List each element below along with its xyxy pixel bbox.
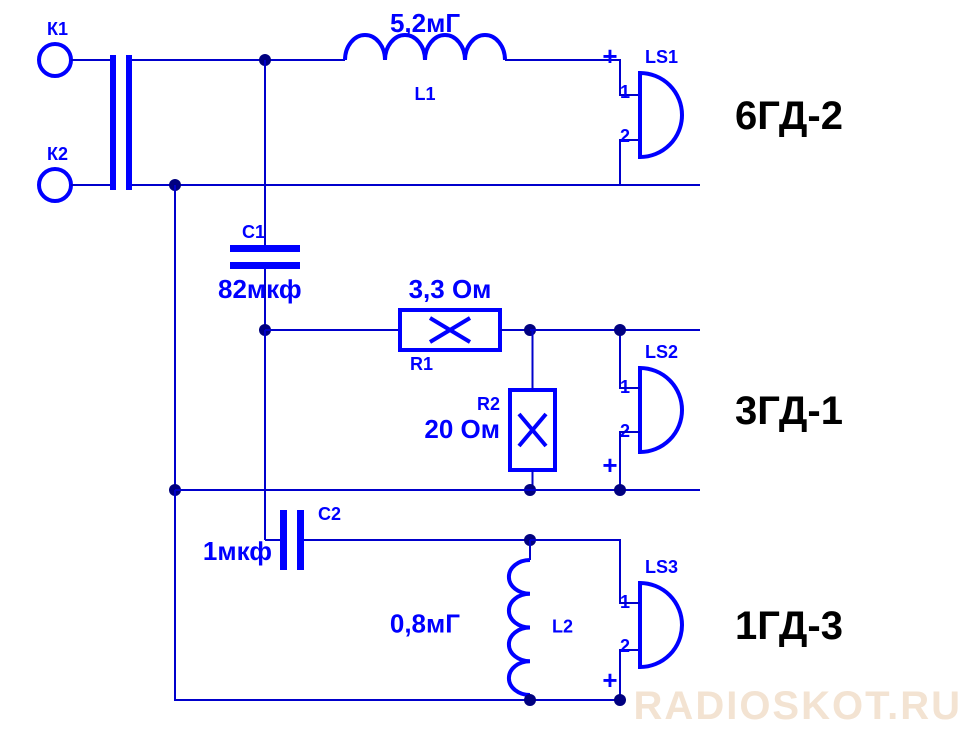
cap-c1-ref: С1 <box>242 222 265 242</box>
inductor-l2-ref: L2 <box>552 617 573 637</box>
cap-c2-value: 1мкф <box>203 536 272 566</box>
speaker-ls2 <box>640 368 682 452</box>
inductor-l1 <box>345 35 505 60</box>
cap-c1-plate2 <box>230 262 300 269</box>
cap-c2-plate1 <box>280 510 287 570</box>
speaker-ls1-plus: + <box>602 41 617 71</box>
speaker-ls2-ref: LS2 <box>645 342 678 362</box>
inductor-l2-value: 0,8мГ <box>390 609 460 639</box>
junction-node <box>614 324 626 336</box>
cap-c1-value: 82мкф <box>218 274 302 304</box>
resistor-r2-ref: R2 <box>477 394 500 414</box>
resistor-r1-ref: R1 <box>410 354 433 374</box>
speaker-ls1 <box>640 73 682 157</box>
cap-c1-plate1 <box>230 245 300 252</box>
terminal-k1 <box>39 44 71 76</box>
speaker-ls3-plus: + <box>602 665 617 695</box>
speaker-ls2-name: 3ГД-1 <box>735 389 843 433</box>
speaker-ls3-pin2: 2 <box>620 636 630 656</box>
speaker-ls2-plus: + <box>602 450 617 480</box>
junction-node <box>524 694 536 706</box>
wire <box>620 140 640 185</box>
resistor-r1-value: 3,3 Ом <box>409 274 492 304</box>
speaker-ls1-pin2: 2 <box>620 126 630 146</box>
cap-c2-ref: С2 <box>318 504 341 524</box>
speaker-ls3 <box>640 583 682 667</box>
input-bar-2 <box>126 55 132 190</box>
speaker-ls1-pin1: 1 <box>620 82 630 102</box>
cap-c2-plate2 <box>297 510 304 570</box>
input-bar-1 <box>110 55 116 190</box>
terminal-k2 <box>39 169 71 201</box>
terminal-label-k1: К1 <box>47 19 68 39</box>
junction-node <box>614 694 626 706</box>
speaker-ls3-ref: LS3 <box>645 557 678 577</box>
speaker-ls1-name: 6ГД-2 <box>735 94 843 138</box>
terminal-label-k2: К2 <box>47 144 68 164</box>
speaker-ls1-ref: LS1 <box>645 47 678 67</box>
resistor-r2-value: 20 Ом <box>424 414 500 444</box>
inductor-l1-ref: L1 <box>414 84 435 104</box>
speaker-ls3-name: 1ГД-3 <box>735 604 843 648</box>
junction-node <box>614 484 626 496</box>
wire <box>175 490 640 700</box>
inductor-l2 <box>509 560 530 695</box>
inductor-l1-value: 5,2мГ <box>390 8 460 38</box>
